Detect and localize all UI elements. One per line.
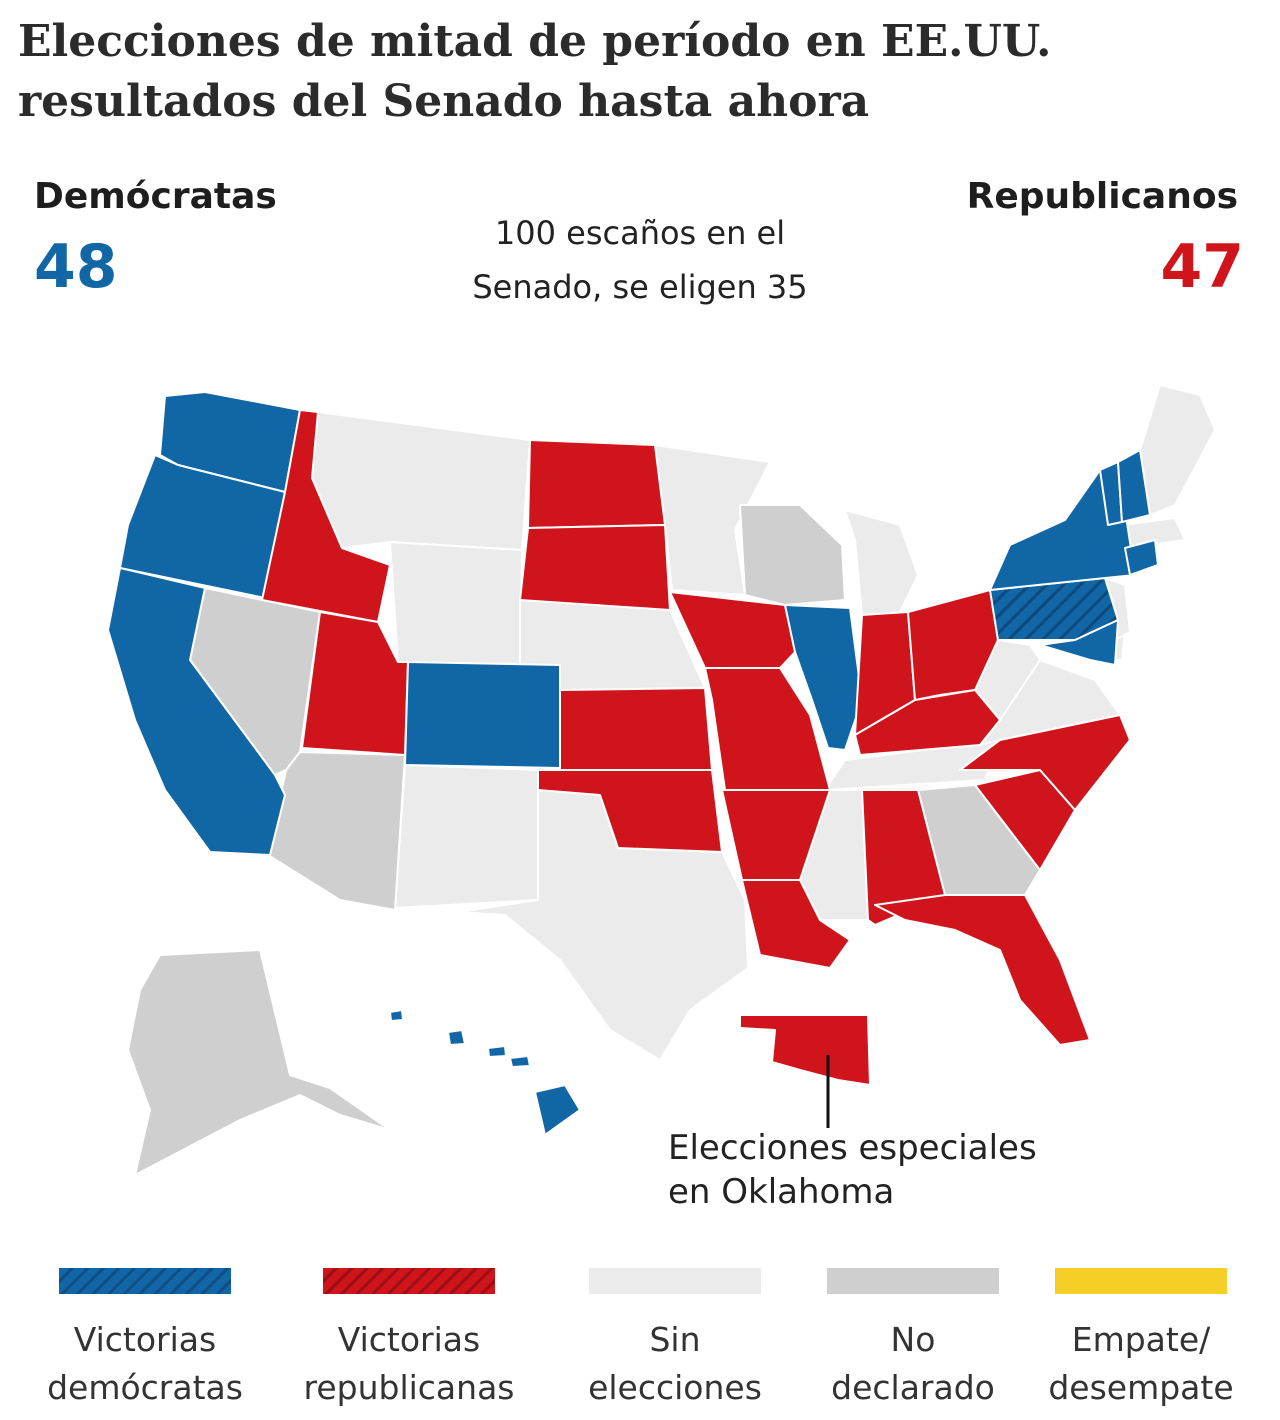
- state-hi-island: [447, 1029, 466, 1046]
- legend-swatch-no-election: [589, 1268, 761, 1294]
- title-line-2: resultados del Senado hasta ahora: [18, 76, 870, 127]
- state-md: [1039, 619, 1119, 666]
- state-hi: [534, 1084, 581, 1136]
- senate-seats-note: 100 escaños en el Senado, se eligen 35: [420, 206, 860, 314]
- us-senate-map: [107, 384, 1216, 1176]
- state-ok: [537, 769, 723, 853]
- republicans-seat-count: 47: [1160, 232, 1245, 302]
- republicans-label: Republicanos: [966, 176, 1238, 217]
- state-mt: [311, 411, 531, 551]
- state-sd: [519, 524, 671, 611]
- state-wy: [389, 541, 523, 666]
- oklahoma-special-election-inset: [739, 1014, 871, 1086]
- title-line-1: Elecciones de mitad de período en EE.UU.: [18, 16, 1052, 67]
- state-ct: [1124, 539, 1159, 576]
- legend-label-line-1: Victorias: [73, 1320, 217, 1359]
- legend-swatch-democrat: [59, 1268, 231, 1294]
- democrats-label: Demócratas: [34, 176, 277, 217]
- legend-item-no-election: Sin elecciones: [560, 1268, 790, 1412]
- legend-item-undeclared: No declarado: [798, 1268, 1028, 1412]
- chart-title: Elecciones de mitad de período en EE.UU.…: [18, 12, 1218, 132]
- state-il: [784, 604, 863, 751]
- senate-note-line-1: 100 escaños en el: [494, 214, 786, 252]
- state-ak: [127, 949, 391, 1176]
- callout-line-2: en Oklahoma: [668, 1172, 895, 1212]
- legend-label-line-2: elecciones: [588, 1368, 762, 1407]
- legend-label-line-1: No: [890, 1320, 936, 1359]
- state-nm: [394, 764, 539, 909]
- state-hi-island: [389, 1009, 404, 1022]
- state-fl: [874, 894, 1091, 1046]
- state-ca: [107, 567, 286, 856]
- state-id: [261, 409, 391, 623]
- state-ks: [559, 687, 713, 771]
- legend-label-line-2: demócratas: [47, 1368, 243, 1407]
- state-ut: [301, 611, 409, 756]
- legend-item-democrat-wins: Victorias demócratas: [30, 1268, 260, 1412]
- state-co: [404, 661, 561, 769]
- state-ky: [854, 689, 1001, 756]
- legend-item-republican-wins: Victorias republicanas: [294, 1268, 524, 1412]
- legend-label-line-1: Victorias: [337, 1320, 481, 1359]
- state-ny: [989, 469, 1136, 591]
- legend-label-line-1: Sin: [649, 1320, 701, 1359]
- legend-label-line-2: republicanas: [303, 1368, 515, 1407]
- legend-swatch-undeclared: [827, 1268, 999, 1294]
- state-ia: [669, 591, 796, 669]
- state-az: [267, 751, 406, 911]
- state-wi: [739, 504, 846, 606]
- legend-label-line-2: desempate: [1048, 1368, 1234, 1407]
- state-hi-island: [487, 1045, 507, 1058]
- legend-label-line-1: Empate/: [1071, 1320, 1211, 1359]
- state-nc: [959, 714, 1131, 811]
- callout-line-1: Elecciones especiales: [668, 1128, 1037, 1168]
- senate-note-line-2: Senado, se eligen 35: [472, 268, 808, 306]
- legend-label-line-2: declarado: [831, 1368, 995, 1407]
- state-la: [741, 879, 851, 969]
- state-nd: [527, 439, 666, 529]
- state-hi-island: [509, 1055, 531, 1068]
- state-ar: [721, 789, 831, 881]
- oklahoma-special-callout: Elecciones especiales en Oklahoma: [668, 1126, 1037, 1214]
- legend-swatch-tie-runoff: [1055, 1268, 1227, 1294]
- legend-swatch-republican: [323, 1268, 495, 1294]
- state-nh: [1117, 449, 1151, 523]
- state-mi: [844, 509, 919, 616]
- democrats-seat-count: 48: [34, 232, 118, 302]
- state-me: [1139, 384, 1216, 516]
- legend-item-tie-runoff: Empate/ desempate: [1026, 1268, 1256, 1412]
